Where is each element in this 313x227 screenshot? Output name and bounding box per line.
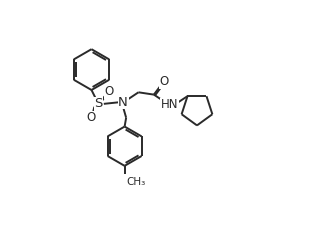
Text: HN: HN	[161, 98, 178, 111]
Text: S: S	[94, 97, 103, 110]
Text: O: O	[105, 85, 114, 98]
Text: CH₃: CH₃	[126, 177, 146, 188]
Text: O: O	[159, 75, 168, 88]
Text: N: N	[118, 96, 128, 109]
Text: O: O	[86, 111, 95, 124]
